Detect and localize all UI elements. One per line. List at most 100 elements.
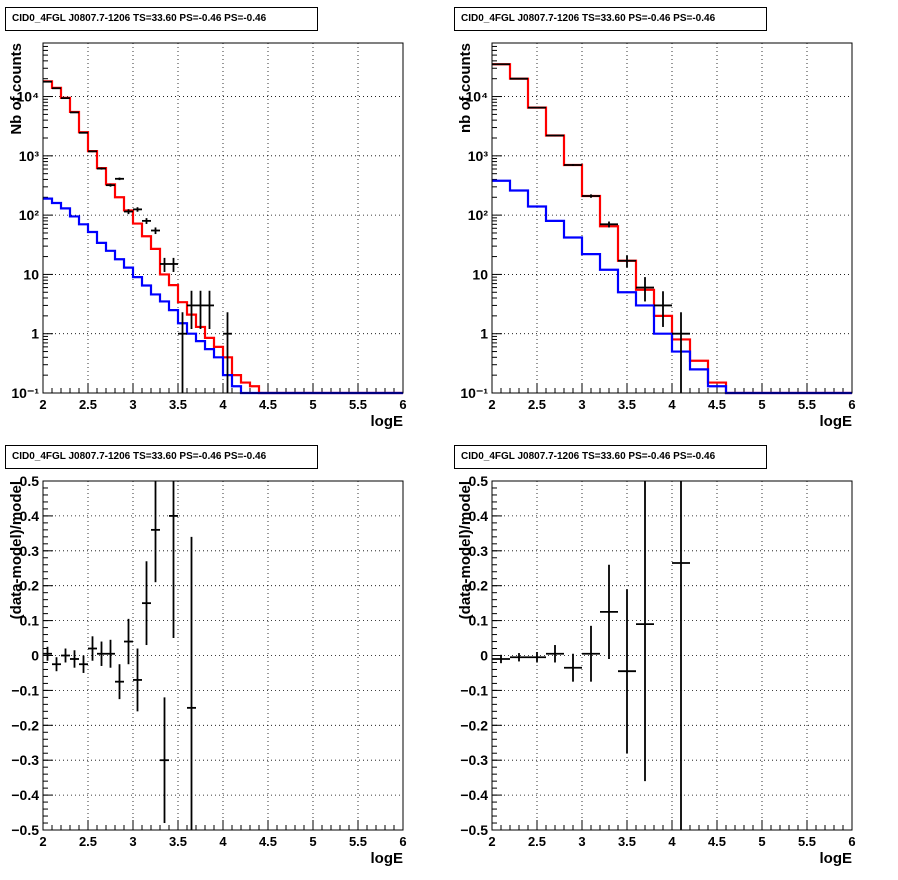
plot-data [43, 81, 403, 393]
y-axis-label: nb of counts [457, 43, 474, 133]
data-point [528, 107, 546, 108]
y-tick-label: −0.2 [11, 717, 39, 733]
residual-point [70, 650, 79, 667]
chart-title: CID0_4FGL J0807.7-1206 TS=33.60 PS=-0.46… [454, 445, 767, 469]
y-tick-label: 10² [19, 207, 40, 223]
residual-point [142, 561, 151, 645]
x-tick-label: 4 [668, 834, 676, 849]
x-tick-label: 5.5 [349, 397, 367, 412]
x-tick-label: 5.5 [349, 834, 367, 849]
residual-point [79, 656, 88, 673]
residual-point [492, 655, 510, 663]
data-point [178, 312, 187, 393]
x-tick-label: 3.5 [169, 834, 187, 849]
y-axis-label: Nb of counts [8, 43, 25, 135]
x-tick-label: 2.5 [79, 834, 97, 849]
data-point [196, 291, 205, 329]
x-tick-label: 6 [848, 834, 855, 849]
residual-point [636, 481, 654, 781]
y-tick-label: 10 [23, 266, 39, 282]
grid [43, 43, 403, 393]
data-point [187, 291, 196, 329]
x-tick-label: 2 [39, 397, 46, 412]
y-tick-label: −0.4 [11, 787, 39, 803]
data-point [564, 164, 582, 166]
x-tick-label: 3.5 [618, 834, 636, 849]
residual-point [88, 636, 97, 660]
data-point [88, 151, 97, 153]
data-point [70, 112, 79, 113]
x-tick-label: 2.5 [528, 397, 546, 412]
x-tick-label: 4 [668, 397, 676, 412]
chart-title: CID0_4FGL J0807.7-1206 TS=33.60 PS=-0.46… [454, 7, 767, 31]
x-tick-label: 3 [129, 834, 136, 849]
data-point [582, 194, 600, 197]
x-tick-label: 6 [848, 397, 855, 412]
grid [492, 481, 852, 830]
x-axis-label: logE [820, 850, 853, 867]
x-tick-label: 2 [488, 397, 495, 412]
residual-point [187, 537, 196, 830]
data-point [160, 258, 169, 272]
y-tick-label: −0.4 [460, 787, 488, 803]
x-tick-label: 4 [219, 834, 227, 849]
residual-point [672, 481, 690, 830]
residual-point [160, 697, 169, 823]
data-point [223, 312, 232, 393]
residual-point [510, 653, 528, 661]
y-tick-label: 1 [480, 326, 488, 342]
data-point [205, 291, 214, 329]
x-tick-label: 5.5 [798, 397, 816, 412]
data-point [133, 207, 142, 212]
residual-point [169, 481, 178, 638]
data-point [61, 98, 70, 99]
y-tick-label: 0 [480, 648, 488, 664]
plot-data [492, 64, 852, 393]
x-tick-label: 5 [758, 397, 765, 412]
y-axis-label: (data-model)/model [8, 481, 25, 619]
y-tick-label: −0.3 [11, 752, 39, 768]
model-histogram-background [492, 181, 852, 393]
data-point [169, 258, 178, 272]
x-tick-label: 3 [578, 834, 585, 849]
residual-point [546, 645, 564, 662]
x-axis-label: logE [820, 413, 853, 430]
residual-point [97, 642, 106, 666]
residual-point [564, 654, 582, 682]
y-tick-label: −0.1 [11, 682, 39, 698]
x-tick-label: 5.5 [798, 834, 816, 849]
data-point [79, 132, 88, 133]
x-tick-label: 5 [309, 397, 316, 412]
residual-point [124, 619, 133, 664]
residual-point [52, 657, 61, 671]
y-tick-label: 10⁻¹ [460, 385, 488, 401]
chart-title: CID0_4FGL J0807.7-1206 TS=33.60 PS=-0.46… [5, 7, 318, 31]
data-point [115, 178, 124, 181]
y-tick-label: 10² [468, 207, 489, 223]
residual-point [151, 481, 160, 582]
chart-title: CID0_4FGL J0807.7-1206 TS=33.60 PS=-0.46… [5, 445, 318, 469]
x-axis-label: logE [371, 413, 404, 430]
x-tick-label: 2 [488, 834, 495, 849]
data-point [142, 218, 151, 224]
data-point [654, 291, 672, 327]
y-tick-label: 10⁻¹ [11, 385, 39, 401]
x-tick-label: 3 [129, 397, 136, 412]
x-tick-label: 3.5 [618, 397, 636, 412]
y-tick-label: 10³ [19, 148, 40, 164]
residual-point [61, 649, 70, 663]
residual-point [600, 565, 618, 659]
residual-point [618, 589, 636, 753]
x-tick-label: 5 [309, 834, 316, 849]
x-tick-label: 6 [399, 834, 406, 849]
y-tick-label: −0.1 [460, 682, 488, 698]
y-tick-label: −0.5 [460, 822, 488, 838]
